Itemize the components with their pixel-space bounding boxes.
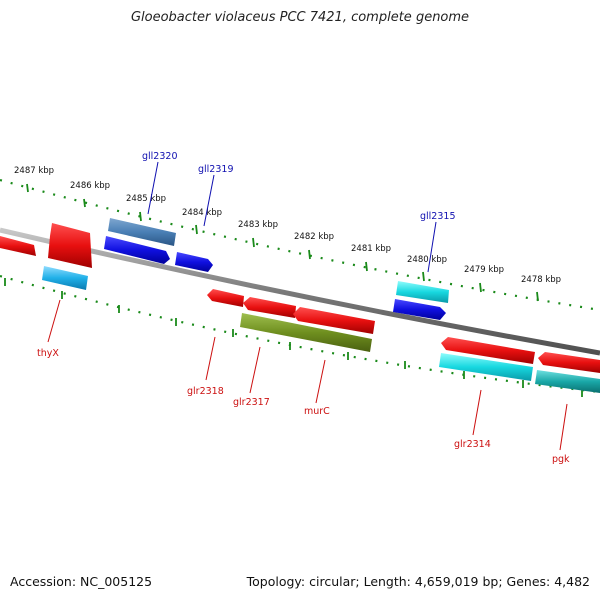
topology-text: Topology: circular; Length: 4,659,019 bp… bbox=[246, 574, 590, 589]
gene-gll2320[interactable] bbox=[108, 218, 176, 246]
gene-glr2314[interactable] bbox=[441, 337, 535, 364]
kbp-label: 2486 kbp bbox=[70, 181, 110, 191]
kbp-label: 2479 kbp bbox=[464, 265, 504, 275]
kbp-label: 2487 kbp bbox=[14, 166, 54, 176]
gene-label-reverse: thyX bbox=[37, 348, 59, 359]
gene-blue-1[interactable] bbox=[104, 236, 170, 264]
gene-murC[interactable] bbox=[293, 307, 375, 334]
gene-label-forward: gll2319 bbox=[198, 164, 234, 175]
outer-major-ticks bbox=[26, 183, 539, 302]
gene-blue-2[interactable] bbox=[393, 299, 446, 320]
gene-cyan-long[interactable] bbox=[439, 353, 533, 381]
gene-red-left-2[interactable] bbox=[48, 223, 92, 268]
gene-label-reverse: glr2314 bbox=[454, 439, 491, 450]
gene-label-reverse: glr2318 bbox=[187, 386, 224, 397]
gene-label-reverse: pgk bbox=[552, 454, 570, 465]
kbp-label: 2484 kbp bbox=[182, 208, 222, 218]
gene-label-forward: gll2315 bbox=[420, 211, 456, 222]
gene-label-reverse: glr2317 bbox=[233, 397, 270, 408]
gene-pgk-red[interactable] bbox=[538, 352, 600, 373]
kbp-label: 2481 kbp bbox=[351, 244, 391, 254]
gene-olive[interactable] bbox=[240, 313, 372, 352]
kbp-label: 2482 kbp bbox=[294, 232, 334, 242]
forward-strand-genes bbox=[0, 218, 449, 320]
gene-red-left-1[interactable] bbox=[0, 236, 36, 256]
gene-glr2317[interactable] bbox=[243, 297, 296, 318]
outer-tick-track bbox=[0, 178, 600, 312]
kbp-label: 2483 kbp bbox=[238, 220, 278, 230]
gene-pgk[interactable] bbox=[535, 370, 600, 393]
gene-gll2315[interactable] bbox=[396, 281, 449, 303]
reverse-strand-genes bbox=[42, 266, 600, 393]
gene-gll2319[interactable] bbox=[175, 252, 213, 272]
kbp-label: 2480 kbp bbox=[407, 255, 447, 265]
kbp-label: 2485 kbp bbox=[126, 194, 166, 204]
gene-glr2318[interactable] bbox=[207, 289, 244, 307]
map-title: Gloeobacter violaceus PCC 7421, complete… bbox=[130, 10, 470, 25]
label-leader-lines bbox=[47, 161, 568, 451]
gene-label-forward: gll2320 bbox=[142, 151, 178, 162]
accession-text: Accession: NC_005125 bbox=[10, 574, 153, 589]
inner-tick-track bbox=[0, 274, 600, 394]
gene-thyX[interactable] bbox=[42, 266, 88, 290]
gene-label-reverse: murC bbox=[304, 406, 330, 417]
kbp-label: 2478 kbp bbox=[521, 275, 561, 285]
